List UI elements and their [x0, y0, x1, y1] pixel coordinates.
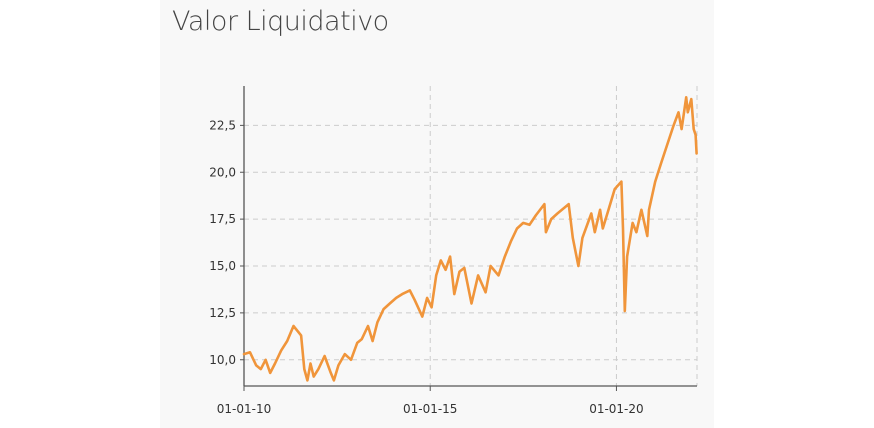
y-tick-label: 12,5 [209, 306, 236, 320]
y-tick-labels: 10,0 12,5 15,0 17,5 20,0 22,5 [209, 118, 244, 367]
y-tick-label: 10,0 [209, 353, 236, 367]
y-tick-label: 20,0 [209, 165, 236, 179]
y-tick-label: 22,5 [209, 118, 236, 132]
series-line [242, 96, 698, 382]
page-title: Valor Liquidativo [172, 6, 389, 37]
x-tick-label: 01-01-10 [217, 402, 271, 416]
y-tick-label: 15,0 [209, 259, 236, 273]
axes [243, 86, 697, 387]
x-tick-labels: 01-01-10 01-01-15 01-01-20 [217, 386, 644, 416]
x-tick-label: 01-01-15 [403, 402, 457, 416]
x-tick-label: 01-01-20 [589, 402, 643, 416]
grid-lines [243, 86, 698, 386]
y-tick-label: 17,5 [209, 212, 236, 226]
